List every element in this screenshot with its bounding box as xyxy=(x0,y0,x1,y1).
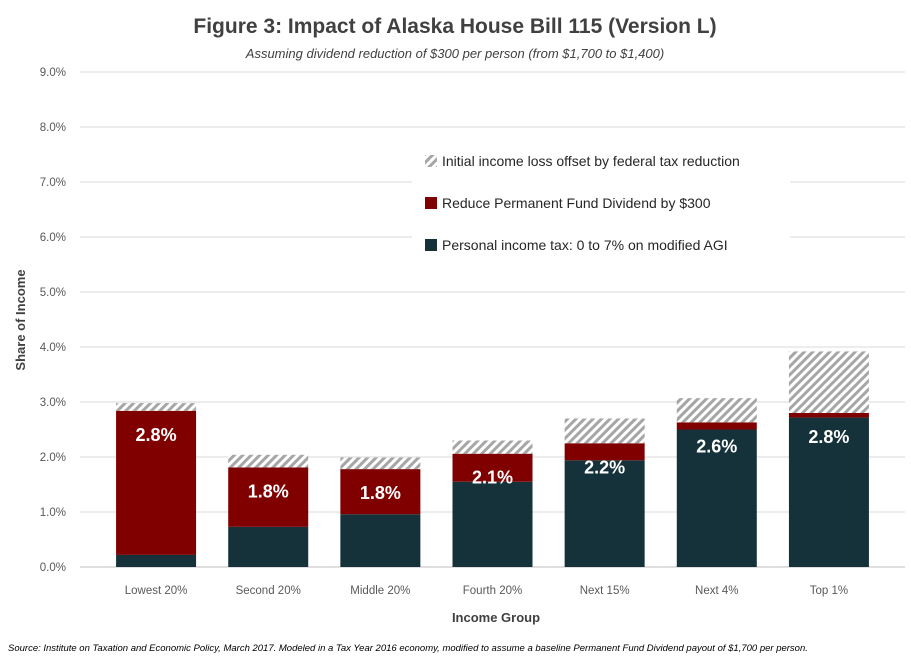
bar-segment-2 xyxy=(116,410,197,555)
x-tick-label: Next 15% xyxy=(580,585,630,597)
chart-subtitle: Assuming dividend reduction of $300 per … xyxy=(245,46,664,61)
chart-title: Figure 3: Impact of Alaska House Bill 11… xyxy=(193,15,716,38)
bar-segment-1 xyxy=(116,554,197,567)
bars: 2.8% 1.8% 1.8% 2.1% 2.2% 2.6% 2.8% xyxy=(116,351,869,567)
bar-segment-3 xyxy=(340,457,421,470)
x-tick-label: Fourth 20% xyxy=(463,585,522,597)
x-tick-label: Next 4% xyxy=(695,585,738,597)
y-tick-label: 7.0% xyxy=(40,177,66,189)
y-tick-label: 8.0% xyxy=(40,122,66,134)
y-tick-label: 5.0% xyxy=(40,287,66,299)
x-axis-title: Income Group xyxy=(452,610,540,625)
bar-segment-1 xyxy=(564,460,645,567)
legend-entry: Reduce Permanent Fund Dividend by $300 xyxy=(442,195,711,211)
bar-segment-1 xyxy=(228,526,309,567)
bar-segment-3 xyxy=(116,403,197,411)
bar-segment-3 xyxy=(788,351,869,413)
y-tick-label: 3.0% xyxy=(40,397,66,409)
y-axis-ticks: 0.0% 1.0% 2.0% 3.0% 4.0% 5.0% 6.0% 7.0% 8.0% 9.0% xyxy=(40,67,66,574)
bar-segment-1 xyxy=(676,429,757,567)
bar-data-label: 2.8% xyxy=(808,427,849,447)
x-tick-label: Lowest 20% xyxy=(125,585,188,597)
x-tick-label: Top 1% xyxy=(810,585,848,597)
bar-segment-2 xyxy=(452,453,533,482)
bar-segment-3 xyxy=(564,418,645,444)
bar-data-label: 2.6% xyxy=(696,436,737,456)
bar-segment-2 xyxy=(676,422,757,430)
legend: Initial income loss offset by federal ta… xyxy=(412,145,790,265)
legend-swatch xyxy=(425,155,437,167)
y-tick-label: 6.0% xyxy=(40,232,66,244)
bar-data-label: 1.8% xyxy=(360,483,401,503)
bar-data-label: 2.1% xyxy=(472,468,513,488)
y-tick-label: 2.0% xyxy=(40,452,66,464)
x-tick-label: Middle 20% xyxy=(350,585,410,597)
bar-segment-1 xyxy=(788,417,869,567)
legend-background xyxy=(412,145,790,265)
y-tick-label: 1.0% xyxy=(40,507,66,519)
bar-data-label: 1.8% xyxy=(248,481,289,501)
bar-data-label: 2.8% xyxy=(136,425,177,445)
bar-segment-1 xyxy=(452,481,533,567)
x-axis-ticks: Lowest 20% Second 20% Middle 20% Fourth 20%… xyxy=(125,585,848,597)
legend-swatch xyxy=(425,239,437,251)
y-axis-title: Share of Income xyxy=(13,269,28,370)
y-tick-label: 4.0% xyxy=(40,342,66,354)
gridlines xyxy=(80,71,905,568)
y-tick-label: 9.0% xyxy=(40,67,66,79)
legend-swatch xyxy=(425,197,437,209)
legend-entry: Personal income tax: 0 to 7% on modified… xyxy=(442,237,728,253)
source-note: Source: Institute on Taxation and Econom… xyxy=(8,643,808,654)
bar-segment-3 xyxy=(676,398,757,423)
bar-segment-1 xyxy=(340,514,421,567)
bar-segment-2 xyxy=(228,467,309,527)
legend-entry: Initial income loss offset by federal ta… xyxy=(442,153,740,169)
bar-segment-3 xyxy=(452,440,533,454)
y-tick-label: 0.0% xyxy=(40,562,66,574)
x-tick-label: Second 20% xyxy=(236,585,301,597)
bar-segment-2 xyxy=(340,469,421,515)
bar-segment-3 xyxy=(228,454,309,468)
bar-data-label: 2.2% xyxy=(584,457,625,477)
bar-segment-2 xyxy=(788,413,869,418)
bar-segment-2 xyxy=(564,443,645,461)
